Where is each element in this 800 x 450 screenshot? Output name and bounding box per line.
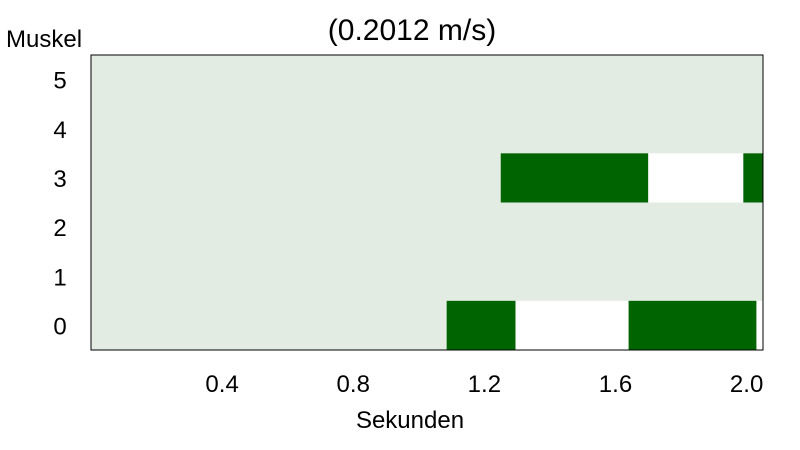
y-tick-labels: 0 1 2 3 4 5 xyxy=(53,68,66,341)
x-axis-label: Sekunden xyxy=(356,407,464,434)
x-tick-label: 0.4 xyxy=(205,371,238,398)
segment-row-3-active xyxy=(500,153,649,203)
segment-row-0-active xyxy=(446,300,516,350)
y-tick-label: 2 xyxy=(53,215,66,242)
chart-title: (0.2012 m/s) xyxy=(328,14,496,47)
segment-row-0-gap xyxy=(515,300,629,350)
y-axis-label: Muskel xyxy=(6,26,82,53)
y-tick-label: 1 xyxy=(53,264,66,291)
x-tick-label: 1.2 xyxy=(468,371,501,398)
segment-row-3-active xyxy=(743,153,763,203)
x-tick-label: 2.0 xyxy=(730,371,763,398)
y-tick-label: 3 xyxy=(53,166,66,193)
y-tick-label: 5 xyxy=(53,68,66,95)
x-tick-label: 0.8 xyxy=(337,371,370,398)
y-tick-label: 0 xyxy=(53,313,66,340)
segments-layer xyxy=(446,153,763,350)
x-tick-labels: 0.4 0.8 1.2 1.6 2.0 xyxy=(205,371,763,398)
x-tick-label: 1.6 xyxy=(599,371,632,398)
segment-row-0-active xyxy=(628,300,757,350)
segment-row-3-gap xyxy=(648,153,744,203)
plot-frame xyxy=(90,54,764,351)
segment-row-0-gap xyxy=(756,300,763,350)
y-tick-label: 4 xyxy=(53,117,66,144)
